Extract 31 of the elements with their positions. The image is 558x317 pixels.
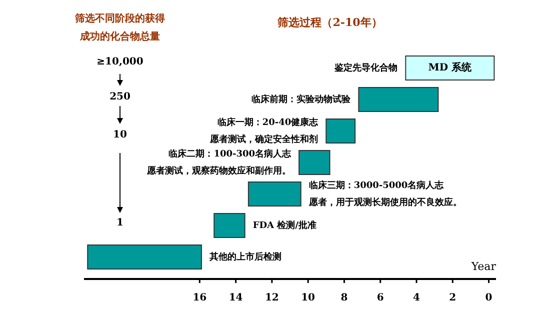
bar: [326, 118, 356, 144]
x-tick-label: 6: [376, 292, 384, 304]
data-label: MD 系统: [428, 62, 473, 74]
annotation: 250: [110, 92, 130, 103]
bar: [358, 87, 439, 112]
text: 筛选不同阶段的获得成功的化合物总量: [74, 12, 165, 43]
bar: [214, 213, 246, 238]
y-tick-label: FDA 检测/批准: [252, 220, 316, 231]
y-tick-label: 其他的上市后检测: [208, 251, 282, 262]
y-tick-label: 临床三期：3000-5000名病人志愿者，用于观测长期使用的不良效应。: [308, 180, 462, 208]
x-tick-label: 2: [449, 292, 456, 304]
bar: [298, 150, 330, 175]
x-tick-label: 14: [228, 292, 243, 304]
y-tick-label: 鉴定先导化合物: [334, 62, 398, 74]
x-tick-label: 10: [301, 292, 316, 304]
annotation: 10: [113, 130, 127, 141]
x-tick-label: 4: [413, 292, 420, 304]
bar: [87, 244, 202, 270]
x-axis-title: Year: [470, 260, 497, 273]
annotation: 1: [116, 218, 124, 229]
y-tick-label: 临床一期：20-40健康志愿者测试，确定安全性和剂: [209, 116, 320, 145]
bar: [405, 56, 495, 80]
annotation: ≥10,000: [96, 56, 144, 68]
chart-title: 筛选过程（2-10年）: [276, 16, 382, 29]
x-tick-label: 0: [485, 292, 492, 304]
y-tick-label: 临床前期：实验动物试验: [252, 94, 352, 105]
x-tick-label: 16: [192, 292, 207, 304]
x-tick-label: 8: [340, 292, 348, 304]
bar: [248, 182, 302, 206]
x-tick-label: 12: [264, 292, 279, 304]
y-tick-label: 临床二期：100-300名病人志愿者测试，观察药物效应和副作用。: [146, 148, 292, 176]
